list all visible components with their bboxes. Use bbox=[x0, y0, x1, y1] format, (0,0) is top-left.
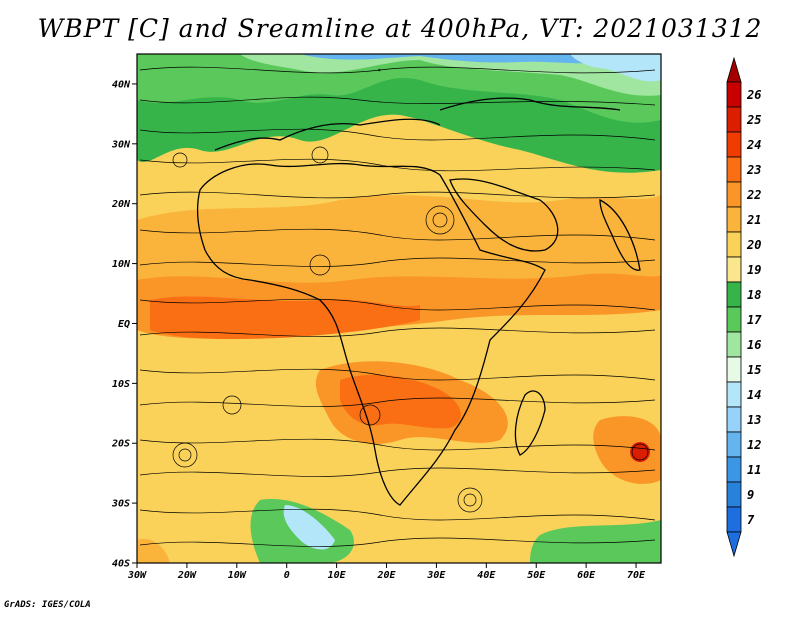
colorbar-swatch bbox=[726, 231, 742, 258]
colorbar-swatch bbox=[726, 81, 742, 108]
lat-tick-label: 20N bbox=[111, 199, 131, 210]
lon-tick-label: 50E bbox=[527, 570, 546, 581]
lat-tick-label: 30S bbox=[111, 499, 130, 510]
grads-credit: GrADS: IGES/COLA bbox=[4, 600, 91, 610]
colorbar-swatch bbox=[726, 356, 742, 383]
colorbar-swatch bbox=[726, 381, 742, 408]
colorbar: 26 25 24 23 22 21 20 19 18 17 16 15 14 13 12 11 9 7 bbox=[726, 56, 762, 558]
longitude-axis: 30W 20W 10W 0 10E 20E 30E 40E 50E 60E 70E bbox=[127, 563, 646, 581]
colorbar-label: 23 bbox=[746, 163, 761, 177]
colorbar-label: 24 bbox=[746, 138, 761, 152]
colorbar-top-arrow bbox=[726, 56, 742, 83]
lat-tick-label: 10N bbox=[112, 259, 131, 270]
lon-tick-label: 60E bbox=[577, 570, 596, 581]
chart-title: WBPT [C] and Sreamline at 400hPa, VT: 20… bbox=[37, 14, 763, 43]
colorbar-swatch bbox=[726, 181, 742, 208]
lat-tick-label: 20S bbox=[111, 439, 130, 450]
colorbar-label: 18 bbox=[747, 288, 761, 302]
colorbar-swatch bbox=[726, 106, 742, 133]
colorbar-swatch bbox=[726, 431, 742, 458]
colorbar-label: 26 bbox=[746, 88, 761, 102]
colorbar-swatch bbox=[726, 506, 742, 533]
lon-tick-label: 30W bbox=[127, 570, 147, 581]
colorbar-label: 13 bbox=[747, 413, 761, 427]
colorbar-swatch bbox=[726, 256, 742, 283]
colorbar-label: 15 bbox=[747, 363, 761, 377]
colorbar-swatch bbox=[726, 331, 742, 358]
lon-tick-label: 20W bbox=[177, 570, 197, 581]
lat-tick-label: 10S bbox=[112, 379, 130, 390]
lat-tick-label: 40N bbox=[112, 79, 131, 90]
lon-tick-label: 70E bbox=[627, 570, 646, 581]
streamlines bbox=[139, 66, 656, 547]
colorbar-swatch bbox=[726, 156, 742, 183]
lon-tick-label: 0 bbox=[284, 570, 290, 581]
latitude-axis: 40N 30N 20N 10N EQ 10S 20S 30S 40S bbox=[111, 79, 137, 570]
colorbar-label: 16 bbox=[747, 338, 761, 352]
colorbar-swatch bbox=[726, 456, 742, 483]
colorbar-swatch bbox=[726, 406, 742, 433]
lon-tick-label: 20E bbox=[376, 570, 396, 581]
lon-tick-label: 40E bbox=[477, 570, 496, 581]
colorbar-swatch bbox=[726, 481, 742, 508]
colorbar-swatch bbox=[726, 281, 742, 308]
colorbar-label: 7 bbox=[747, 513, 755, 527]
colorbar-label: 9 bbox=[747, 488, 754, 502]
lon-tick-label: 10W bbox=[228, 570, 247, 581]
colorbar-label: 25 bbox=[746, 113, 761, 127]
colorbar-label: 14 bbox=[747, 388, 761, 402]
colorbar-label: 21 bbox=[746, 213, 761, 227]
lat-tick-label: 40S bbox=[112, 559, 130, 570]
colorbar-label: 19 bbox=[747, 263, 761, 277]
colorbar-swatch bbox=[726, 131, 742, 158]
colorbar-label: 17 bbox=[747, 313, 762, 327]
lon-tick-label: 30E bbox=[426, 570, 446, 581]
colorbar-swatch bbox=[726, 206, 742, 233]
coastlines bbox=[196, 97, 641, 506]
lon-tick-label: 10E bbox=[328, 570, 347, 581]
plot-frame bbox=[136, 53, 662, 564]
temperature-field bbox=[137, 54, 661, 563]
colorbar-label: 20 bbox=[746, 238, 761, 252]
lat-tick-label: EQ bbox=[118, 319, 130, 330]
colorbar-label: 22 bbox=[746, 188, 761, 202]
colorbar-swatch bbox=[726, 306, 742, 333]
colorbar-label: 12 bbox=[747, 438, 761, 452]
colorbar-bottom-arrow bbox=[726, 531, 742, 558]
lat-tick-label: 30N bbox=[111, 139, 131, 150]
colorbar-label: 11 bbox=[747, 463, 761, 477]
